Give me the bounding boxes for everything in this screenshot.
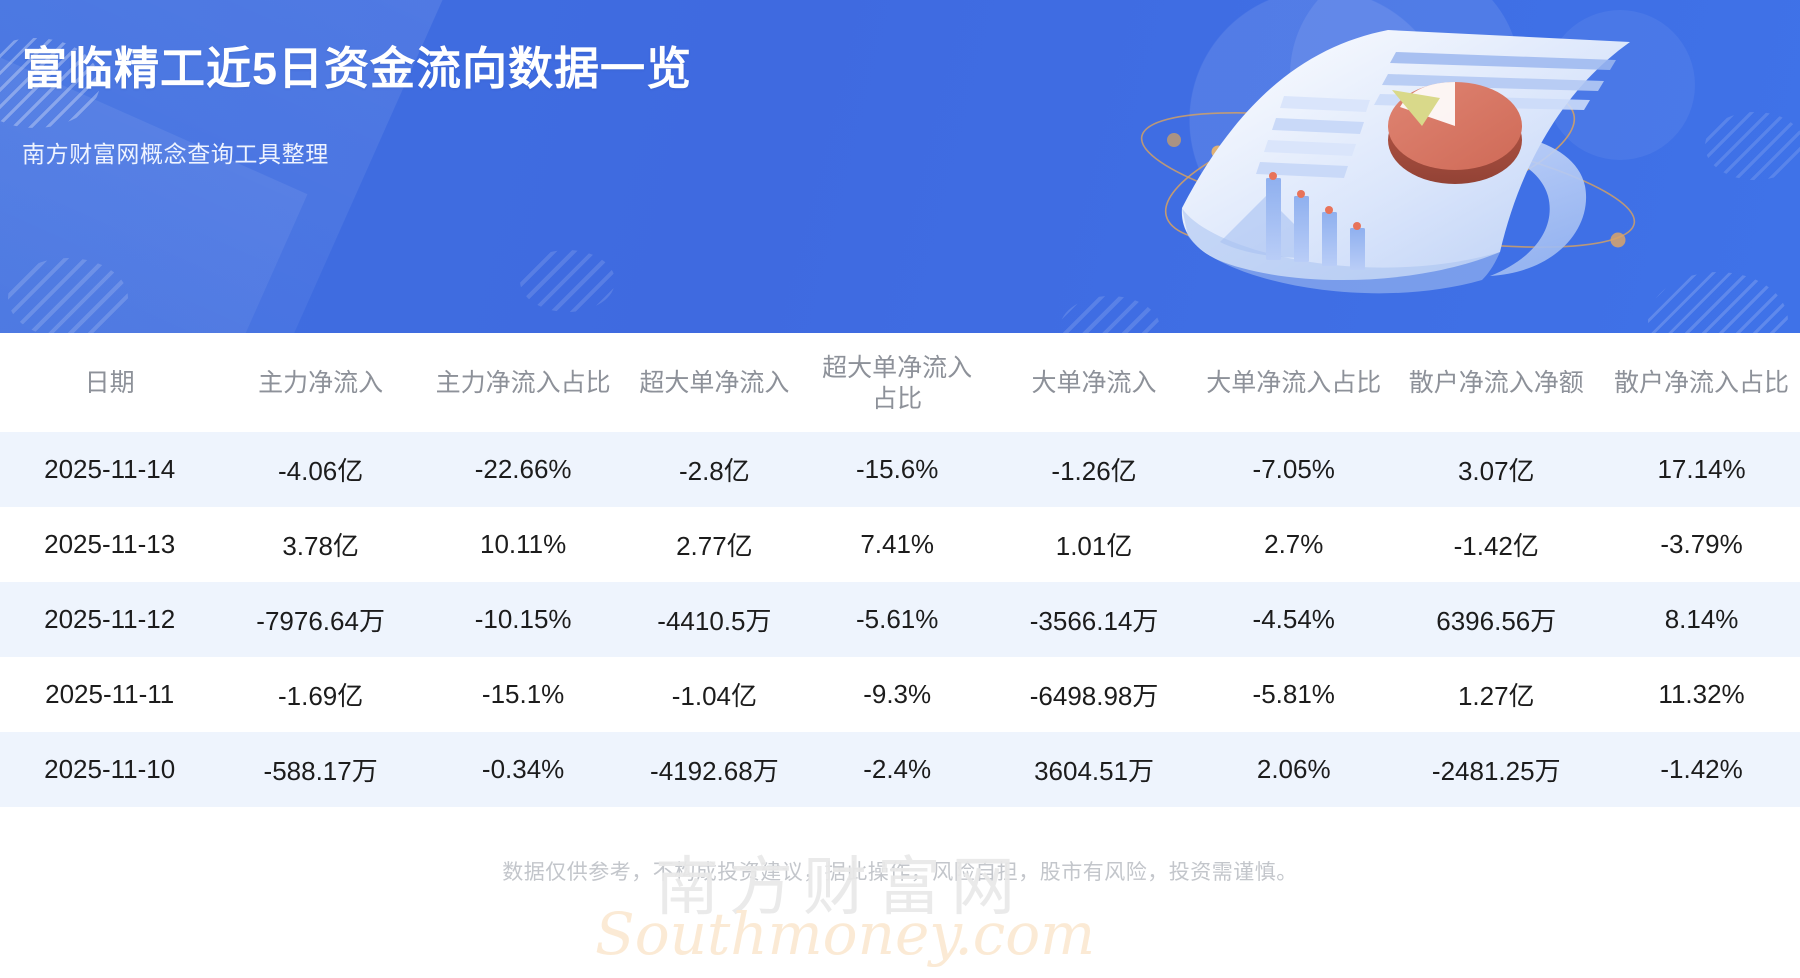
cell-large-pct: 2.06% [1198,732,1390,807]
column-header-super-net: 超大单净流入 [624,333,805,432]
fund-flow-table-wrap: 南方财富网 Southmoney.com 日期 主力净流入 主力净流入占比 超大… [0,333,1800,968]
cell-large-pct: -7.05% [1198,432,1390,507]
cell-retail-pct: -3.79% [1603,507,1800,582]
cell-date: 2025-11-10 [0,732,220,807]
cell-super-pct: -9.3% [804,657,990,732]
cell-large-net: -6498.98万 [990,657,1199,732]
table-row: 2025-11-14 -4.06亿 -22.66% -2.8亿 -15.6% -… [0,432,1800,507]
banner-hatch-bottomleft-icon [8,258,128,333]
cell-main-pct: -0.34% [421,732,625,807]
page-title: 富临精工近5日资金流向数据一览 [22,43,693,94]
cell-super-pct: -2.4% [804,732,990,807]
cell-retail-pct: 8.14% [1603,582,1800,657]
cell-retail-net: 3.07亿 [1389,432,1604,507]
cell-super-net: 2.77亿 [624,507,805,582]
cell-main-pct: 10.11% [421,507,625,582]
table-header-row: 日期 主力净流入 主力净流入占比 超大单净流入 超大单净流入占比 大单净流入 大… [0,333,1800,432]
cell-large-net: -3566.14万 [990,582,1199,657]
cell-super-pct: 7.41% [804,507,990,582]
cell-retail-pct: -1.42% [1603,732,1800,807]
banner-hatch-topleft-icon [0,38,100,128]
cell-date: 2025-11-11 [0,657,220,732]
page-subtitle: 南方财富网概念查询工具整理 [22,141,329,168]
banner-hatch-right-icon [1705,112,1800,180]
column-header-super-pct: 超大单净流入占比 [804,333,990,432]
cell-large-pct: 2.7% [1198,507,1390,582]
cell-main-net: -1.69亿 [219,657,422,732]
disclaimer-text: 数据仅供参考，不构成投资建议，据此操作，风险自担，股市有风险，投资需谨慎。 [502,861,1298,884]
cell-main-net: -7976.64万 [219,582,422,657]
cell-super-net: -4192.68万 [624,732,805,807]
banner-hatch-bottomcenter-icon [520,250,615,312]
cell-main-pct: -22.66% [421,432,625,507]
cell-date: 2025-11-13 [0,507,220,582]
cell-large-pct: -4.54% [1198,582,1390,657]
cell-retail-net: 6396.56万 [1389,582,1604,657]
cell-super-net: -4410.5万 [624,582,805,657]
column-header-main-net: 主力净流入 [219,333,422,432]
cell-date: 2025-11-14 [0,432,220,507]
table-row: 2025-11-10 -588.17万 -0.34% -4192.68万 -2.… [0,732,1800,807]
column-header-date: 日期 [0,333,220,432]
page-banner: 富临精工近5日资金流向数据一览 南方财富网概念查询工具整理 [0,0,1800,333]
watermark-en-text: Southmoney.com [595,900,1096,968]
cell-main-net: 3.78亿 [219,507,422,582]
cell-large-pct: -5.81% [1198,657,1390,732]
table-body: 2025-11-14 -4.06亿 -22.66% -2.8亿 -15.6% -… [0,432,1800,807]
report-document-chart-illustration [1070,0,1690,330]
cell-main-net: -588.17万 [219,732,422,807]
column-header-main-pct: 主力净流入占比 [421,333,625,432]
banner-text-block: 富临精工近5日资金流向数据一览 南方财富网概念查询工具整理 [22,42,692,169]
table-row: 2025-11-11 -1.69亿 -15.1% -1.04亿 -9.3% -6… [0,657,1800,732]
cell-main-pct: -10.15% [421,582,625,657]
cell-retail-pct: 11.32% [1603,657,1800,732]
column-header-large-net: 大单净流入 [990,333,1199,432]
fund-flow-table: 日期 主力净流入 主力净流入占比 超大单净流入 超大单净流入占比 大单净流入 大… [0,333,1800,807]
cell-large-net: 3604.51万 [990,732,1199,807]
table-header: 日期 主力净流入 主力净流入占比 超大单净流入 超大单净流入占比 大单净流入 大… [0,333,1800,432]
cell-super-net: -1.04亿 [624,657,805,732]
table-row: 2025-11-12 -7976.64万 -10.15% -4410.5万 -5… [0,582,1800,657]
cell-large-net: 1.01亿 [990,507,1199,582]
column-header-retail-pct: 散户净流入占比 [1603,333,1800,432]
cell-super-net: -2.8亿 [624,432,805,507]
table-row: 2025-11-13 3.78亿 10.11% 2.77亿 7.41% 1.01… [0,507,1800,582]
cell-main-pct: -15.1% [421,657,625,732]
cell-super-pct: -15.6% [804,432,990,507]
cell-retail-pct: 17.14% [1603,432,1800,507]
cell-date: 2025-11-12 [0,582,220,657]
cell-retail-net: -1.42亿 [1389,507,1604,582]
cell-large-net: -1.26亿 [990,432,1199,507]
cell-super-pct: -5.61% [804,582,990,657]
cell-retail-net: -2481.25万 [1389,732,1604,807]
cell-main-net: -4.06亿 [219,432,422,507]
cell-retail-net: 1.27亿 [1389,657,1604,732]
column-header-large-pct: 大单净流入占比 [1198,333,1390,432]
column-header-retail-net: 散户净流入净额 [1389,333,1604,432]
